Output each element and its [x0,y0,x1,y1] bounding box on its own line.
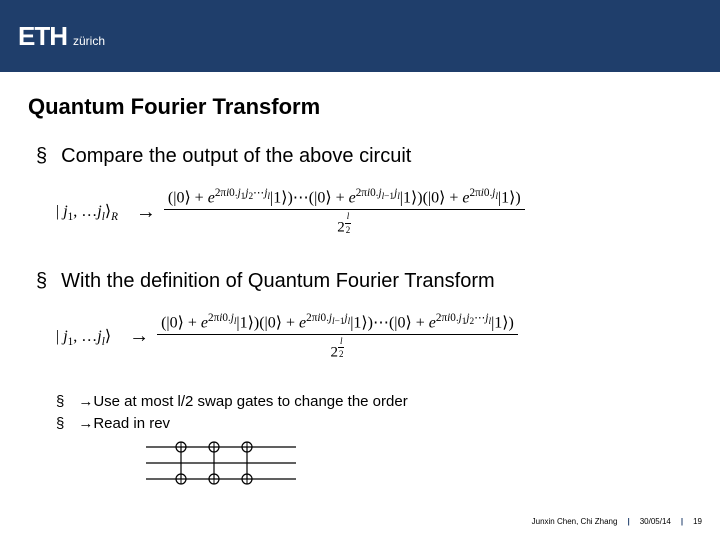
footer: Junxin Chen, Chi Zhang | 30/05/14 | 19 [532,517,702,526]
footer-sep: | [681,517,683,526]
bullet-marker: § [36,144,47,168]
formula-qft-definition: | j1, …jl⟩ → (|0⟩ + e2πi0.jl|1⟩)(|0⟩ + e… [56,311,684,364]
bullet-marker: § [56,415,64,433]
bullet-text: Compare the output of the above circuit [61,144,411,168]
content-area: § Compare the output of the above circui… [0,120,720,494]
footer-authors: Junxin Chen, Chi Zhang [532,517,618,526]
footer-page: 19 [693,517,702,526]
bullet-text: With the definition of Quantum Fourier T… [61,269,495,293]
header-bar: ETH zürich [0,0,720,72]
footer-sep: | [627,517,629,526]
bullet-text: →Read in rev [78,415,170,433]
bullet-marker: § [56,393,64,411]
logo-main: ETH [18,21,67,52]
bullet-compare: § Compare the output of the above circui… [36,144,684,168]
formula-circuit-output: | j1, …jl⟩R → (|0⟩ + e2πi0.j1j2⋯jl|1⟩)⋯(… [56,186,684,239]
bullet-marker: § [36,269,47,293]
swap-gate-diagram [146,439,684,494]
footer-date: 30/05/14 [640,517,671,526]
bullet-read-reverse: § →Read in rev [56,415,684,433]
eth-logo: ETH zürich [18,21,105,52]
slide-title: Quantum Fourier Transform [0,72,720,120]
bullet-swap-gates: § →Use at most l/2 swap gates to change … [56,393,684,411]
bullet-definition: § With the definition of Quantum Fourier… [36,269,684,293]
swap-svg [146,439,296,489]
logo-sub: zürich [73,34,105,48]
bullet-text: →Use at most l/2 swap gates to change th… [78,393,407,411]
